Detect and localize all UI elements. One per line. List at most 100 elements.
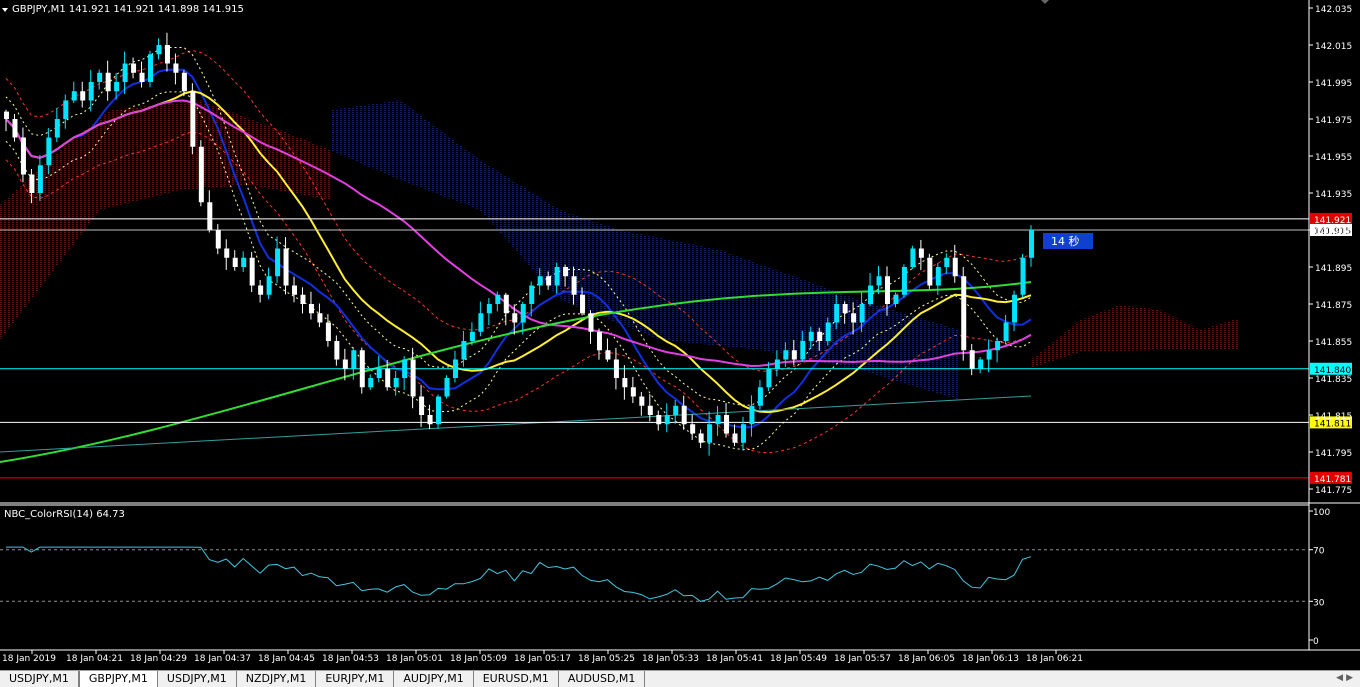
candle xyxy=(529,281,535,317)
time-tick-label: 18 Jan 05:01 xyxy=(386,654,443,664)
candle xyxy=(469,322,475,346)
candle xyxy=(292,276,298,303)
price-tick-label: 142.015 xyxy=(1315,42,1352,52)
candle xyxy=(419,384,425,427)
symbol-tab-usdjpy-m1[interactable]: USDJPY,M1 xyxy=(158,671,237,687)
candle xyxy=(859,292,865,332)
candle xyxy=(851,302,857,335)
candle xyxy=(385,359,391,391)
candle xyxy=(351,347,357,380)
candle xyxy=(639,391,645,416)
candle xyxy=(918,239,924,271)
candle xyxy=(910,245,916,269)
candle xyxy=(20,127,26,183)
cloud-blue xyxy=(330,100,960,400)
time-tick-label: 18 Jan 2019 xyxy=(2,654,56,664)
candle xyxy=(673,399,679,424)
price-level-label: 141.921 xyxy=(1314,216,1351,226)
trend-line xyxy=(0,395,1032,453)
price-tick-label: 142.035 xyxy=(1315,5,1352,15)
candle xyxy=(952,244,958,283)
cloud-red-2 xyxy=(1031,305,1240,368)
candle xyxy=(4,109,9,132)
candle xyxy=(681,395,687,430)
candle xyxy=(842,301,848,324)
candle xyxy=(215,224,221,255)
candle xyxy=(588,310,594,344)
candle xyxy=(580,287,586,316)
candle xyxy=(757,380,763,410)
candle xyxy=(571,266,577,305)
candle xyxy=(647,394,653,422)
rsi-subwindow: 100 70 30 0 xyxy=(0,508,1330,647)
symbol-tab-eurjpy-m1[interactable]: EURJPY,M1 xyxy=(316,671,395,687)
candle xyxy=(868,273,874,307)
candle xyxy=(317,303,323,328)
candle xyxy=(190,83,196,155)
time-tick-label: 18 Jan 04:29 xyxy=(130,654,187,664)
candle xyxy=(148,50,154,88)
candle xyxy=(808,326,814,349)
candle xyxy=(105,60,111,101)
candlesticks xyxy=(4,32,1034,456)
candle xyxy=(1003,315,1009,345)
candle xyxy=(690,414,696,441)
symbol-tab-gbpjpy-m1[interactable]: GBPJPY,M1 xyxy=(78,671,158,687)
candle xyxy=(1012,290,1018,332)
symbol-tab-eurusd-m1[interactable]: EURUSD,M1 xyxy=(474,671,559,687)
candle xyxy=(969,343,975,376)
candle xyxy=(995,337,1001,363)
candle xyxy=(97,69,103,90)
time-tick-label: 18 Jan 04:21 xyxy=(66,654,123,664)
candle xyxy=(334,335,340,366)
price-tick-label: 141.835 xyxy=(1315,375,1352,385)
candle xyxy=(876,265,882,295)
symbol-tab-nzdjpy-m1[interactable]: NZDJPY,M1 xyxy=(237,671,317,687)
candle xyxy=(893,292,899,308)
rsi-tick-label: 70 xyxy=(1313,547,1325,557)
price-level-badge xyxy=(1310,212,1352,225)
time-tick-label: 18 Jan 05:57 xyxy=(834,654,891,664)
candle xyxy=(520,301,526,335)
rsi-tick-label: 30 xyxy=(1313,598,1325,608)
time-tick-label: 18 Jan 05:41 xyxy=(706,654,763,664)
candle xyxy=(342,348,348,381)
candle xyxy=(740,416,746,451)
symbol-tab-audjpy-m1[interactable]: AUDJPY,M1 xyxy=(394,671,474,687)
candle xyxy=(783,342,789,367)
candle xyxy=(486,297,492,326)
candle xyxy=(461,330,467,367)
candle xyxy=(283,237,289,295)
price-tick-label: 141.795 xyxy=(1315,449,1352,459)
tab-scroll-arrows-icon[interactable]: ◀▶ xyxy=(1336,673,1356,683)
candle xyxy=(630,376,636,404)
candle xyxy=(207,190,213,233)
candle xyxy=(478,301,484,337)
time-tick-label: 18 Jan 05:09 xyxy=(450,654,507,664)
price-tick-label: 141.895 xyxy=(1315,264,1352,274)
candle xyxy=(724,402,730,438)
candle xyxy=(834,294,840,330)
candle xyxy=(241,251,247,272)
candle xyxy=(664,403,670,433)
shift-marker-icon[interactable] xyxy=(1041,0,1049,4)
candle xyxy=(817,327,823,351)
candle xyxy=(436,394,442,429)
chart-menu-triangle-icon[interactable] xyxy=(2,8,8,12)
price-level-badge xyxy=(1310,471,1352,484)
symbol-tab-usdjpy-m1[interactable]: USDJPY,M1 xyxy=(0,671,79,687)
candle xyxy=(927,253,933,289)
candle xyxy=(131,57,137,79)
time-tick-label: 18 Jan 05:25 xyxy=(578,654,635,664)
candle xyxy=(563,264,569,287)
ichimoku-cloud xyxy=(0,100,1240,400)
symbol-tab-audusd-m1[interactable]: AUDUSD,M1 xyxy=(559,671,646,687)
candle xyxy=(495,291,501,312)
candle xyxy=(46,128,52,175)
candle xyxy=(732,424,738,447)
candle xyxy=(605,338,611,362)
price-tick-label: 141.855 xyxy=(1315,338,1352,348)
candle xyxy=(308,291,314,320)
